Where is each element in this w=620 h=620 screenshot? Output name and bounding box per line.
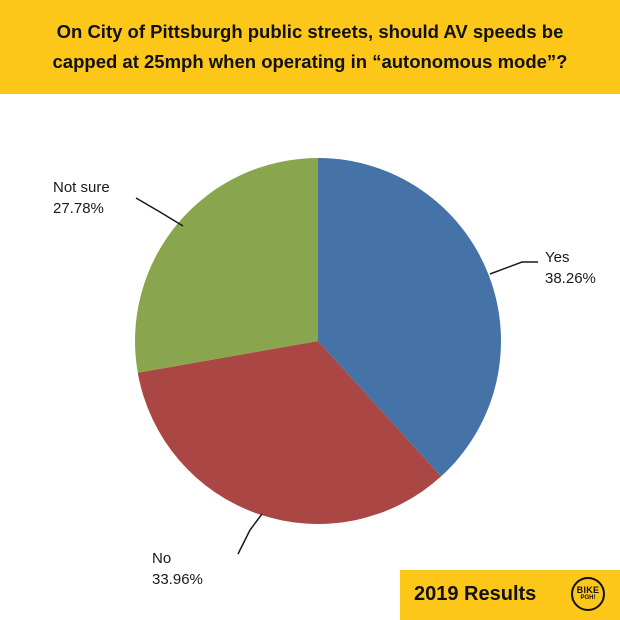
results-badge: 2019 Results BIKE PGH! (400, 570, 620, 620)
leader-line-yes (489, 261, 538, 275)
slice-label-not-sure: Not sure (53, 179, 110, 196)
slice-value-no: 33.96% (152, 571, 203, 588)
results-label: 2019 Results (414, 583, 537, 605)
chart-title-line-1: On City of Pittsburgh public streets, sh… (56, 21, 564, 42)
pie-slice-not-sure (135, 158, 318, 373)
chart-title-line-2: capped at 25mph when operating in “auton… (52, 51, 568, 72)
bikepgh-logo: BIKE PGH! (571, 577, 605, 611)
logo-text-sub: PGH! (580, 595, 596, 601)
logo-text-main: BIKE (576, 585, 600, 595)
title-banner: On City of Pittsburgh public streets, sh… (0, 0, 620, 94)
leader-line-not-sure (135, 197, 184, 227)
pie-slice-yes (318, 158, 501, 477)
slice-label-yes: Yes (545, 249, 569, 266)
slice-value-yes: 38.26% (545, 270, 596, 287)
pie-slice-no (137, 341, 442, 524)
slice-value-not-sure: 27.78% (53, 200, 104, 217)
leader-line-no (237, 513, 263, 555)
slice-label-no: No (152, 550, 171, 567)
